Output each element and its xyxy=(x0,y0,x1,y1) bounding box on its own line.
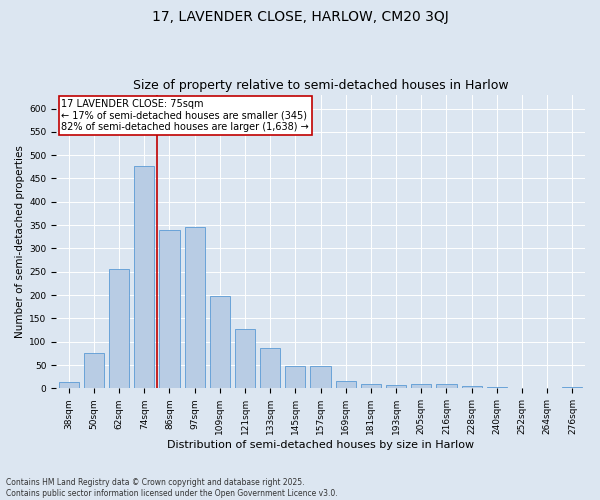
Bar xyxy=(310,366,331,388)
Bar xyxy=(185,228,205,388)
Bar xyxy=(335,382,356,388)
Bar xyxy=(84,354,104,388)
Bar xyxy=(436,384,457,388)
Bar xyxy=(210,296,230,388)
Bar xyxy=(109,270,129,388)
Y-axis label: Number of semi-detached properties: Number of semi-detached properties xyxy=(15,145,25,338)
Bar xyxy=(361,384,381,388)
X-axis label: Distribution of semi-detached houses by size in Harlow: Distribution of semi-detached houses by … xyxy=(167,440,474,450)
Text: 17, LAVENDER CLOSE, HARLOW, CM20 3QJ: 17, LAVENDER CLOSE, HARLOW, CM20 3QJ xyxy=(152,10,448,24)
Bar xyxy=(235,329,255,388)
Bar xyxy=(411,384,431,388)
Text: Contains HM Land Registry data © Crown copyright and database right 2025.
Contai: Contains HM Land Registry data © Crown c… xyxy=(6,478,338,498)
Bar xyxy=(134,166,154,388)
Text: 17 LAVENDER CLOSE: 75sqm
← 17% of semi-detached houses are smaller (345)
82% of : 17 LAVENDER CLOSE: 75sqm ← 17% of semi-d… xyxy=(61,99,309,132)
Bar xyxy=(286,366,305,388)
Bar xyxy=(59,382,79,388)
Bar xyxy=(461,386,482,388)
Title: Size of property relative to semi-detached houses in Harlow: Size of property relative to semi-detach… xyxy=(133,79,508,92)
Bar xyxy=(386,385,406,388)
Bar xyxy=(160,230,179,388)
Bar xyxy=(260,348,280,389)
